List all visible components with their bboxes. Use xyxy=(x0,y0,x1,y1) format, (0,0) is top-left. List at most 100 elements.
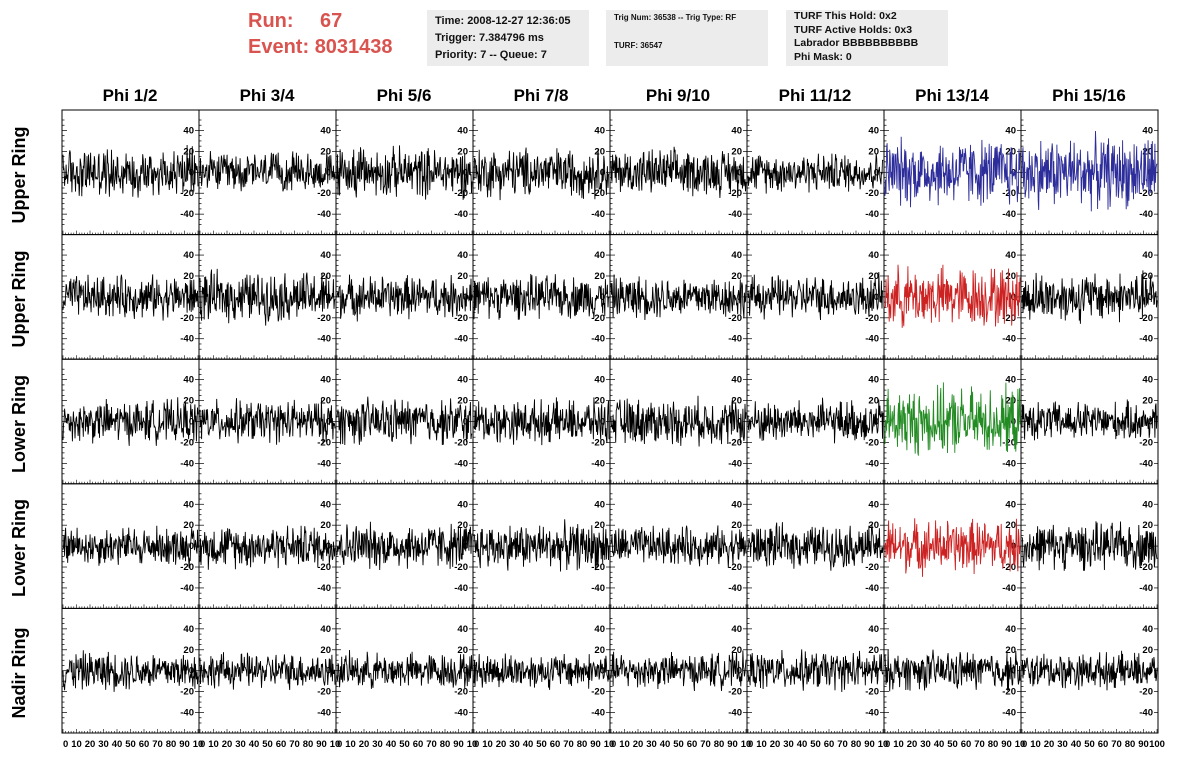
y-tick-label: 0 xyxy=(189,417,194,428)
y-tick-label: -40 xyxy=(865,209,879,220)
x-tick-label: 30 xyxy=(920,739,931,750)
x-tick-label: 50 xyxy=(399,739,410,750)
y-tick-label: -40 xyxy=(591,458,605,469)
x-tick-label: 50 xyxy=(810,739,821,750)
y-tick-label: -40 xyxy=(180,458,194,469)
x-tick-label: 40 xyxy=(386,739,397,750)
y-tick-label: -20 xyxy=(865,687,879,698)
x-tick-label: 50 xyxy=(1084,739,1095,750)
y-tick-label: -20 xyxy=(454,687,468,698)
y-tick-label: -20 xyxy=(728,188,742,199)
y-tick-label: 20 xyxy=(457,520,468,531)
waveform-trace xyxy=(62,274,199,321)
y-tick-label: 20 xyxy=(457,645,468,656)
y-tick-label: 40 xyxy=(1005,375,1016,386)
x-tick-label: 70 xyxy=(837,739,848,750)
waveform-trace xyxy=(336,649,473,689)
x-tick-label: 40 xyxy=(660,739,671,750)
x-tick-label: 80 xyxy=(1125,739,1136,750)
y-tick-label: -20 xyxy=(454,188,468,199)
y-tick-label: 20 xyxy=(1142,271,1153,282)
x-tick-label: 40 xyxy=(112,739,123,750)
y-tick-label: -20 xyxy=(591,562,605,573)
waveform-trace xyxy=(747,397,884,444)
y-tick-label: 40 xyxy=(320,499,331,510)
y-tick-label: -20 xyxy=(317,437,331,448)
y-tick-label: -40 xyxy=(1139,209,1153,220)
y-tick-label: -40 xyxy=(728,209,742,220)
x-tick-label: 20 xyxy=(770,739,781,750)
waveform-trace xyxy=(884,382,1021,456)
x-tick-label: 90 xyxy=(727,739,738,750)
waveform-trace xyxy=(473,397,610,446)
y-tick-label: -20 xyxy=(317,313,331,324)
waveform-trace xyxy=(199,268,336,326)
y-tick-label: 40 xyxy=(1142,624,1153,635)
y-tick-label: -40 xyxy=(728,583,742,594)
x-tick-label: 70 xyxy=(426,739,437,750)
x-tick-label: 50 xyxy=(125,739,136,750)
y-tick-label: 20 xyxy=(320,645,331,656)
y-tick-label: 40 xyxy=(1005,499,1016,510)
y-tick-label: -40 xyxy=(1139,334,1153,345)
event-value: 8031438 xyxy=(314,36,393,58)
phi-mask-text: Phi Mask: 0 xyxy=(794,50,852,63)
x-tick-label: 70 xyxy=(563,739,574,750)
y-tick-label: -20 xyxy=(728,687,742,698)
y-tick-label: -20 xyxy=(591,437,605,448)
y-tick-label: 40 xyxy=(1005,250,1016,261)
run-label: Run: xyxy=(248,10,294,32)
panel-frame xyxy=(883,109,1022,236)
y-tick-label: -20 xyxy=(865,188,879,199)
y-tick-label: 40 xyxy=(457,250,468,261)
x-tick-label: 90 xyxy=(179,739,190,750)
x-tick-label: 60 xyxy=(1098,739,1109,750)
y-tick-label: 40 xyxy=(183,125,194,136)
y-tick-label: 20 xyxy=(1142,645,1153,656)
y-tick-label: -40 xyxy=(454,334,468,345)
y-tick-label: -40 xyxy=(454,209,468,220)
run-event-box: Run: 67 Event: 8031438 xyxy=(248,8,418,68)
waveform-trace xyxy=(199,525,336,570)
y-tick-label: 20 xyxy=(731,271,742,282)
x-tick-label: 20 xyxy=(907,739,918,750)
y-tick-label: 40 xyxy=(320,125,331,136)
y-tick-label: 20 xyxy=(868,520,879,531)
y-tick-label: 40 xyxy=(594,499,605,510)
y-tick-label: -40 xyxy=(454,583,468,594)
y-tick-label: -20 xyxy=(1139,188,1153,199)
y-tick-label: 0 xyxy=(463,417,468,428)
y-tick-label: 20 xyxy=(731,146,742,157)
y-tick-label: -20 xyxy=(728,313,742,324)
y-tick-label: 40 xyxy=(183,250,194,261)
y-tick-label: -20 xyxy=(317,562,331,573)
y-tick-label: -20 xyxy=(728,437,742,448)
trigger-text: Trigger: 7.384796 ms xyxy=(435,32,544,44)
y-tick-label: 40 xyxy=(1142,499,1153,510)
x-tick-label: 0 xyxy=(200,739,205,750)
waveform-trace xyxy=(473,273,610,320)
waveform-trace xyxy=(747,522,884,571)
x-tick-label: 10 xyxy=(893,739,904,750)
x-tick-label: 90 xyxy=(316,739,327,750)
y-tick-label: -20 xyxy=(865,562,879,573)
x-tick-label: 10 xyxy=(482,739,493,750)
y-tick-label: -40 xyxy=(180,708,194,719)
waveform-trace xyxy=(884,649,1021,692)
column-header: Phi 13/14 xyxy=(915,86,989,105)
y-tick-label: 0 xyxy=(463,666,468,677)
waveform-trace xyxy=(199,150,336,192)
y-tick-label: 20 xyxy=(594,271,605,282)
x-tick-label: 70 xyxy=(152,739,163,750)
